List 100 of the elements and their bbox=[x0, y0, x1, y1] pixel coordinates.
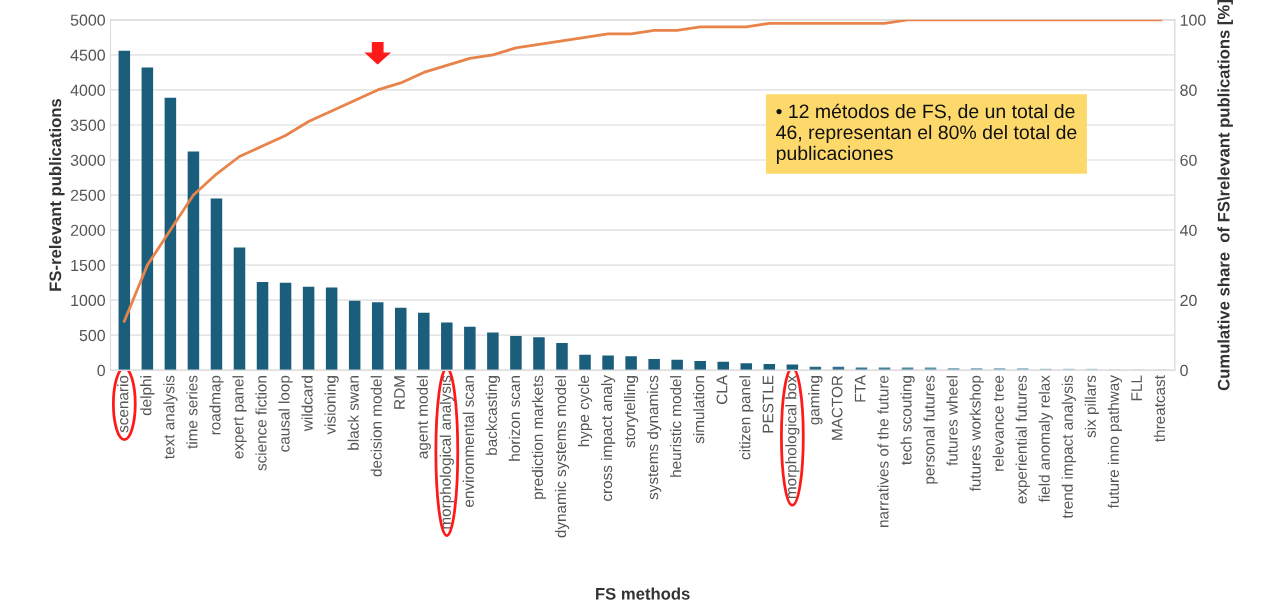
x-tick-label: citizen panel bbox=[739, 376, 754, 460]
bar bbox=[878, 367, 891, 371]
bar bbox=[602, 355, 614, 371]
bar bbox=[118, 50, 131, 371]
bar bbox=[164, 97, 177, 371]
x-tick-label: simulation bbox=[693, 376, 705, 444]
x-tick-label: backcasting bbox=[485, 376, 501, 455]
x-tick-label: gaming bbox=[808, 376, 823, 425]
x-tick-label: personal futures bbox=[923, 375, 938, 484]
x-tick-label: MACTOR bbox=[831, 375, 843, 440]
x-tick-label: CLA bbox=[716, 375, 728, 405]
x-tick-label: tech scouting bbox=[900, 376, 915, 465]
x-tick-label: prediction markets bbox=[531, 375, 547, 499]
x-tick-label: six pillars bbox=[1084, 375, 1099, 438]
y2-axis-title: Cumulative share of FS\relevant publications [%] bbox=[1217, 0, 1233, 391]
x-tick-label: morphological box bbox=[785, 375, 800, 499]
bar bbox=[924, 367, 937, 371]
x-tick-label: experiential futures bbox=[1015, 375, 1030, 504]
bar bbox=[855, 367, 868, 371]
y-tick-label: 3000 bbox=[70, 154, 106, 166]
x-tick-label: PESTLE bbox=[762, 375, 774, 433]
bar bbox=[487, 332, 499, 371]
x-tick-label: FLL bbox=[1131, 375, 1142, 401]
x-tick-label: expert panel bbox=[232, 376, 247, 459]
bar bbox=[947, 368, 960, 371]
y2-tick-label: 80 bbox=[1180, 84, 1197, 96]
y2-tick-label: 40 bbox=[1179, 224, 1197, 237]
x-tick-label: RDM bbox=[394, 376, 405, 409]
bar bbox=[901, 367, 914, 371]
x-tick-label: roadmap bbox=[209, 375, 224, 435]
x-axis-title: FS methods bbox=[596, 587, 690, 600]
x-tick-label: science fiction bbox=[255, 376, 267, 471]
y-tick-label: 1500 bbox=[71, 259, 106, 272]
x-tick-label: time series bbox=[186, 375, 198, 449]
bar bbox=[740, 363, 753, 371]
bar bbox=[418, 312, 430, 371]
bar bbox=[371, 302, 384, 371]
bar bbox=[187, 151, 200, 371]
bar bbox=[394, 307, 407, 371]
bar bbox=[533, 337, 545, 371]
x-tick-label: field anomaly relax bbox=[1038, 375, 1053, 503]
bar bbox=[694, 361, 706, 371]
x-tick-label: environmental scan bbox=[462, 376, 474, 507]
bar bbox=[141, 67, 154, 371]
bar bbox=[510, 335, 522, 371]
x-tick-label: agent model bbox=[416, 376, 431, 459]
bar bbox=[279, 282, 292, 371]
x-tick-label: trend impact analysis bbox=[1061, 375, 1076, 519]
x-tick-label: storytelling bbox=[623, 376, 639, 448]
x-tick-label: hype cycle bbox=[577, 375, 593, 447]
x-tick-label: narratives of the future bbox=[877, 375, 889, 527]
y-tick-label: 4500 bbox=[70, 49, 106, 61]
annotation: • 12 métodos de FS, de un total de 46, representan el 80% del total de publicaciones bbox=[776, 103, 1077, 164]
bar bbox=[348, 300, 361, 371]
y2-tick-label: 20 bbox=[1180, 294, 1197, 307]
bar bbox=[256, 281, 269, 371]
y-tick-label: 2500 bbox=[70, 189, 106, 201]
y2-tick-label: 100 bbox=[1180, 14, 1206, 26]
bar bbox=[671, 359, 683, 371]
y-tick-label: 2000 bbox=[70, 224, 106, 237]
x-tick-label: FTA bbox=[854, 375, 866, 402]
x-tick-label: visioning bbox=[324, 376, 339, 435]
y2-tick-label: 0 bbox=[1180, 364, 1188, 377]
x-tick-label: morphological analysis bbox=[439, 375, 454, 529]
x-tick-label: scenario bbox=[117, 375, 129, 433]
bar bbox=[441, 322, 453, 371]
bar bbox=[717, 361, 729, 371]
x-tick-label: systems dynamics bbox=[647, 375, 662, 500]
line-series bbox=[122, 19, 1163, 323]
x-tick-label: relevance tree bbox=[992, 375, 1004, 471]
x-tick-label: heuristic model bbox=[670, 376, 682, 477]
y-tick-label: 0 bbox=[97, 364, 105, 377]
y-tick-label: 4000 bbox=[70, 84, 106, 96]
y2-tick-label: 60 bbox=[1180, 154, 1197, 166]
bar bbox=[302, 286, 315, 371]
x-tick-label: futures wheel bbox=[946, 376, 958, 466]
bar bbox=[579, 354, 591, 371]
x-tick-label: delphi bbox=[140, 376, 155, 416]
x-tick-label: cross impact analy bbox=[600, 375, 616, 501]
y-tick-label: 1000 bbox=[71, 294, 106, 307]
y-axis-title: FS-relevant publications bbox=[49, 98, 65, 291]
x-tick-label: threatcast bbox=[1153, 375, 1166, 442]
bar bbox=[970, 368, 983, 371]
x-tick-label: text analysis bbox=[163, 375, 178, 459]
y-tick-label: 5000 bbox=[70, 14, 106, 26]
x-tick-label: causal loop bbox=[278, 375, 293, 452]
bar bbox=[993, 368, 1006, 371]
x-tick-label: black swan bbox=[347, 376, 359, 450]
bar bbox=[464, 326, 476, 371]
y-tick-label: 3500 bbox=[70, 119, 106, 131]
x-tick-label: decision model bbox=[370, 376, 382, 477]
x-tick-label: horizon scan bbox=[508, 376, 521, 461]
bar bbox=[233, 247, 246, 371]
bar bbox=[325, 287, 338, 371]
x-tick-label: future inno pathway bbox=[1107, 375, 1122, 509]
bar bbox=[763, 363, 776, 371]
x-tick-label: futures workshop bbox=[969, 375, 984, 492]
x-tick-label: wildcard bbox=[301, 376, 313, 432]
bar bbox=[556, 342, 568, 371]
bar bbox=[648, 359, 660, 371]
